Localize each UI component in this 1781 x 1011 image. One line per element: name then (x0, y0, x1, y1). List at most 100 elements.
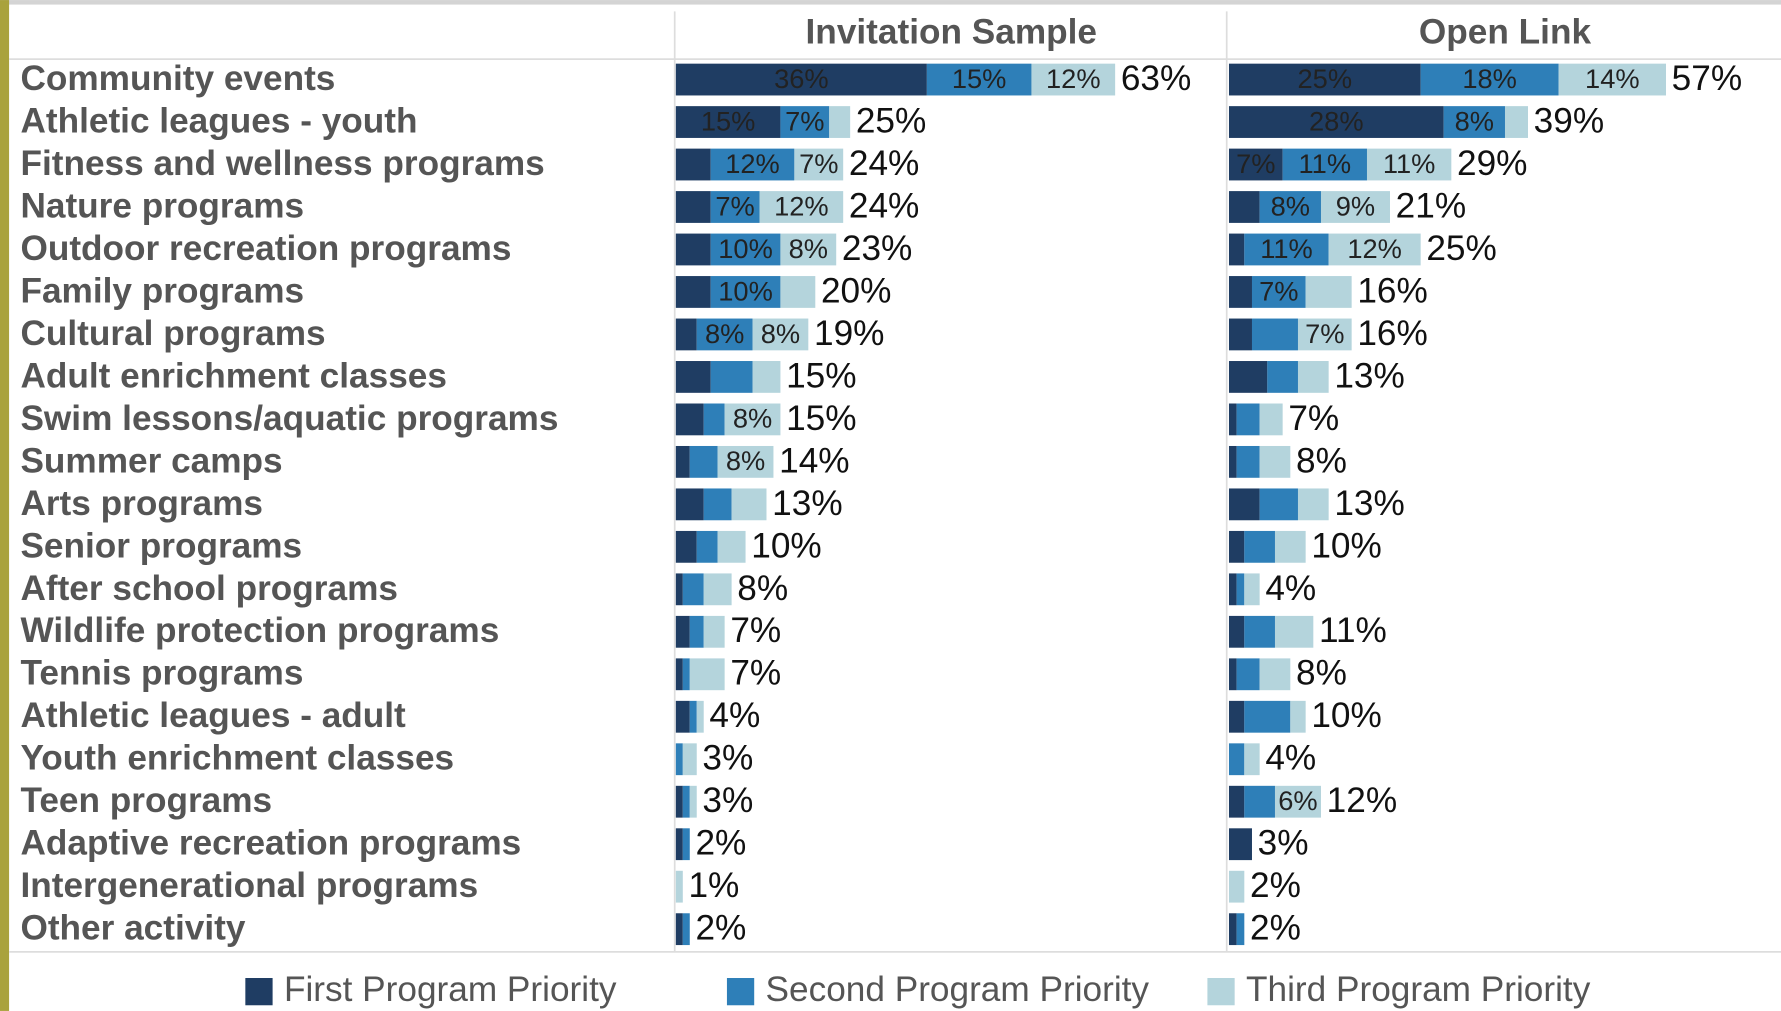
bar-segment (682, 573, 704, 606)
segment-label: 12% (774, 190, 829, 221)
bar-segment (703, 403, 725, 436)
segment-label: 14% (1585, 63, 1640, 94)
bar-segment (1420, 63, 1559, 96)
segment-label: 12% (1347, 233, 1402, 264)
bar-segment (1297, 488, 1329, 521)
bar-segment (1267, 361, 1298, 393)
bar-segment (675, 361, 711, 393)
bar-segment (703, 615, 725, 648)
category-label: Athletic leagues - youth (20, 101, 417, 140)
bar-segment (675, 743, 683, 776)
category-label: Family programs (20, 271, 304, 310)
segment-label: 8% (789, 233, 828, 264)
segment-label: 7% (799, 148, 838, 179)
bar-segment (675, 573, 683, 606)
bar-segment (1244, 573, 1260, 606)
total-label: 23% (842, 229, 912, 268)
bar-segment (1228, 148, 1283, 181)
bar-segment (717, 530, 746, 563)
total-label: 25% (1426, 229, 1496, 268)
bar-segment (829, 106, 851, 138)
category-label: Teen programs (20, 781, 272, 820)
total-label: 3% (1258, 824, 1309, 863)
total-label: 4% (1265, 739, 1316, 778)
bar-segment (675, 615, 690, 648)
category-label: After school programs (20, 569, 398, 608)
bar-segment (675, 700, 690, 733)
bar-segment (1228, 785, 1245, 818)
bar-segment (752, 318, 809, 351)
bar-segment (1305, 276, 1352, 308)
bar-segment (696, 318, 753, 351)
bar-segment (1274, 615, 1314, 648)
total-label: 15% (786, 356, 856, 395)
total-label: 16% (1357, 314, 1427, 353)
bar-segment (675, 318, 697, 351)
segment-label: 36% (774, 63, 829, 94)
total-label: 7% (730, 654, 781, 693)
bar-segment (926, 63, 1032, 96)
total-label: 16% (1357, 271, 1427, 310)
segment-label: 15% (952, 63, 1007, 94)
segment-label: 8% (733, 403, 772, 434)
segment-label: 8% (726, 445, 765, 476)
bar-segment (1228, 488, 1260, 521)
bar-segment (1228, 233, 1245, 266)
segment-label: 7% (785, 105, 824, 136)
bar-segment (696, 530, 718, 563)
bar-segment (689, 785, 697, 818)
bar-segment (1259, 191, 1321, 223)
bar-segment (1244, 615, 1275, 648)
segment-label: 11% (1383, 148, 1436, 179)
bar-segment (1244, 530, 1275, 563)
segment-label: 12% (725, 148, 780, 179)
bar-segment (675, 530, 697, 563)
total-label: 15% (786, 399, 856, 438)
bar-segment (1236, 913, 1245, 946)
bar-segment (1259, 658, 1291, 691)
total-label: 11% (1319, 611, 1387, 650)
bar-segment (1228, 445, 1237, 478)
bar-segment (689, 445, 718, 478)
segment-label: 10% (718, 275, 773, 306)
total-label: 3% (702, 781, 753, 820)
total-label: 13% (1334, 484, 1404, 523)
bar-segment (1282, 148, 1367, 181)
segment-label: 10% (718, 233, 773, 264)
left-border (0, 0, 10, 1011)
bar-segment (1228, 106, 1444, 138)
bar-segment (675, 658, 683, 691)
total-label: 7% (1288, 399, 1339, 438)
bar-segment (1259, 403, 1283, 436)
bar-segment (682, 828, 690, 861)
bar-segment (682, 743, 697, 776)
bar-segment (1259, 488, 1298, 521)
bar-segment (780, 233, 837, 266)
total-label: 2% (695, 824, 746, 863)
category-label: Swim lessons/aquatic programs (20, 399, 558, 438)
bar-segment (1228, 573, 1237, 606)
bar-segment (1228, 530, 1245, 563)
bar-segment (1236, 573, 1245, 606)
bar-segment (1228, 870, 1245, 903)
bar-segment (1228, 191, 1260, 223)
bar-segment (675, 63, 927, 96)
bar-segment (1236, 403, 1260, 436)
total-label: 1% (688, 866, 739, 905)
total-label: 2% (1250, 866, 1301, 905)
legend-swatch (245, 978, 273, 1006)
total-label: 21% (1396, 186, 1466, 225)
total-label: 2% (695, 909, 746, 948)
segment-label: 8% (1271, 190, 1310, 221)
bar-segment (1320, 191, 1390, 223)
bar-segment (1228, 743, 1245, 776)
category-label: Nature programs (20, 186, 304, 225)
bar-segment (731, 488, 767, 521)
bar-segment (675, 785, 683, 818)
bar-segment (710, 233, 781, 266)
bar-segment (1443, 106, 1505, 138)
bar-segment (1228, 700, 1245, 733)
total-label: 3% (702, 739, 753, 778)
bar-segment (1244, 743, 1260, 776)
